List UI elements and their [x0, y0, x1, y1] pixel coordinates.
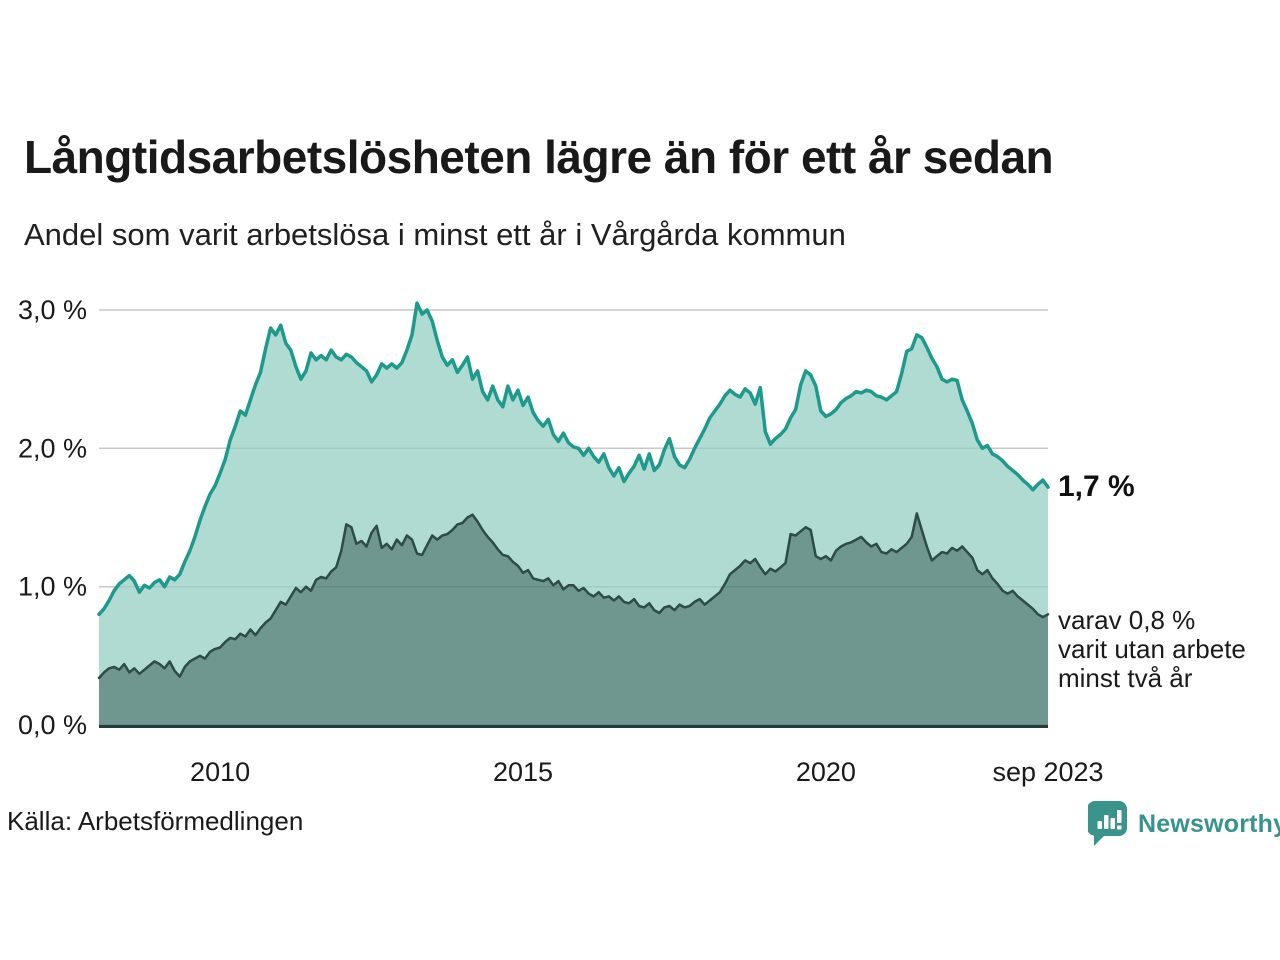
chart-subtitle: Andel som varit arbetslösa i minst ett å… — [24, 217, 846, 252]
svg-text:2020: 2020 — [796, 757, 856, 787]
x-tick-labels: 2010 2015 2020 sep 2023 — [190, 757, 1103, 787]
svg-text:2,0 %: 2,0 % — [18, 433, 87, 463]
svg-text:0,0 %: 0,0 % — [18, 710, 87, 740]
svg-text:1,0 %: 1,0 % — [18, 572, 87, 602]
area-fills — [99, 303, 1048, 725]
two-year-note: varav 0,8 % varit utan arbete minst två … — [1058, 606, 1246, 693]
newsworthy-wordmark: Newsworthy — [1138, 810, 1280, 838]
newsworthy-logo-icon — [1088, 801, 1127, 846]
note-line: minst två år — [1058, 663, 1193, 693]
svg-text:2015: 2015 — [493, 757, 553, 787]
y-tick-labels: 0,0 % 1,0 % 2,0 % 3,0 % — [18, 295, 87, 740]
latest-value-label: 1,7 % — [1058, 470, 1135, 503]
note-line: varav 0,8 % — [1058, 605, 1196, 635]
page-title: Långtidsarbetslösheten lägre än för ett … — [24, 131, 1054, 183]
svg-text:3,0 %: 3,0 % — [18, 295, 87, 325]
newsworthy-brand: Newsworthy — [1088, 800, 1280, 850]
note-line: varit utan arbete — [1058, 634, 1246, 664]
svg-text:sep 2023: sep 2023 — [992, 757, 1103, 787]
svg-text:2010: 2010 — [190, 757, 250, 787]
series-lines — [97, 301, 1050, 680]
source-credit: Källa: Arbetsförmedlingen — [7, 806, 304, 836]
